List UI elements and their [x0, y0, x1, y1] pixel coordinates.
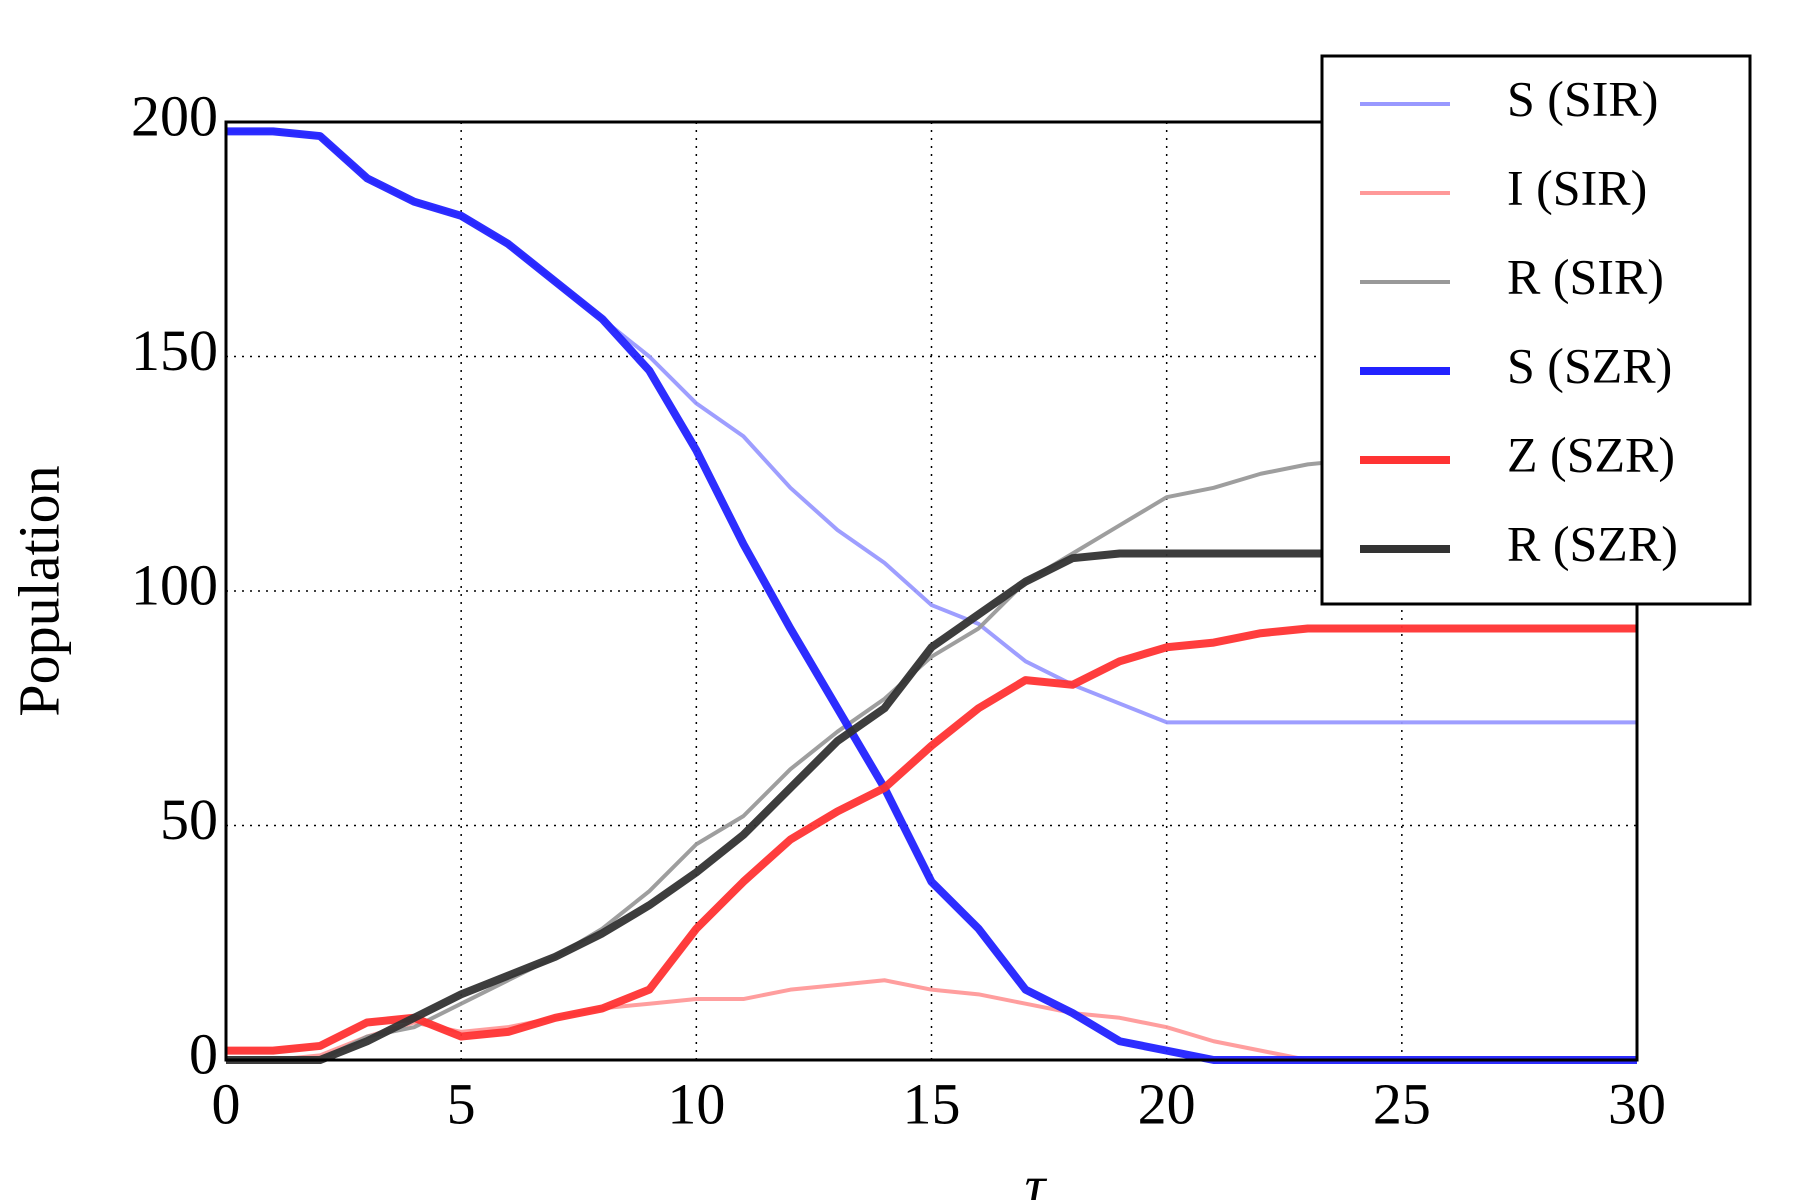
x-axis-label: τ: [1025, 1153, 1048, 1200]
x-tick-label: 0: [212, 1071, 241, 1136]
legend: S (SIR) I (SIR) R (SIR) S (SZR) Z (SZR) R (SZ…: [1320, 54, 1752, 606]
legend-label: S (SZR): [1507, 337, 1672, 393]
series-line: [226, 624, 1637, 1055]
x-tick-label: 30: [1608, 1071, 1666, 1136]
legend-label: R (SIR): [1507, 248, 1664, 304]
x-tick-label: 15: [903, 1071, 961, 1136]
legend-label: S (SIR): [1507, 70, 1658, 126]
x-tick-label: 10: [667, 1071, 725, 1136]
legend-box: [1320, 54, 1752, 606]
legend-label: Z (SZR): [1507, 426, 1675, 482]
y-tick-label: 0: [189, 1021, 218, 1086]
series-line: [226, 978, 1637, 1062]
legend-label: I (SIR): [1507, 159, 1647, 215]
y-tick-label: 150: [131, 318, 218, 383]
x-tick-label: 25: [1373, 1071, 1431, 1136]
x-tick-label: 20: [1138, 1071, 1196, 1136]
y-tick-label: 100: [131, 552, 218, 617]
x-tick-label: 5: [447, 1071, 476, 1136]
y-axis-label: Population: [6, 465, 71, 716]
y-tick-label: 200: [131, 83, 218, 148]
legend-label: R (SZR): [1507, 515, 1678, 571]
y-tick-label: 50: [160, 787, 218, 852]
